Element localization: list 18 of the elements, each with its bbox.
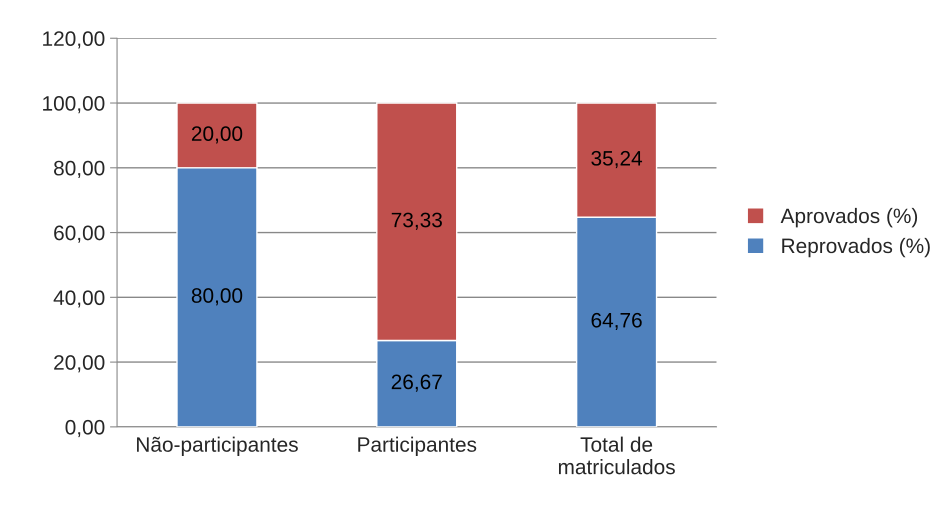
- data-label: 64,76: [592, 312, 642, 330]
- y-tick-label: 100,00: [43, 96, 104, 114]
- y-tick-label: 20,00: [54, 355, 104, 372]
- legend-label: Aprovados (%): [780, 208, 918, 228]
- y-tick-label: 0,00: [66, 420, 104, 438]
- x-tick-label: Total de matriculados: [558, 436, 675, 474]
- data-label: 20,00: [192, 126, 242, 144]
- data-label: 80,00: [192, 288, 242, 306]
- y-tick-label: 60,00: [54, 226, 104, 243]
- y-tick-label: 40,00: [54, 290, 104, 308]
- data-label: 73,33: [392, 212, 442, 230]
- x-tick-label: Não-participantes: [137, 436, 298, 456]
- y-tick-label: 80,00: [54, 160, 104, 178]
- x-tick-label: Participantes: [358, 436, 476, 456]
- y-tick-label: 120,00: [43, 31, 104, 48]
- legend-label: Reprovados (%): [782, 238, 930, 258]
- data-label: 26,67: [392, 374, 442, 392]
- data-label: 35,24: [591, 150, 642, 168]
